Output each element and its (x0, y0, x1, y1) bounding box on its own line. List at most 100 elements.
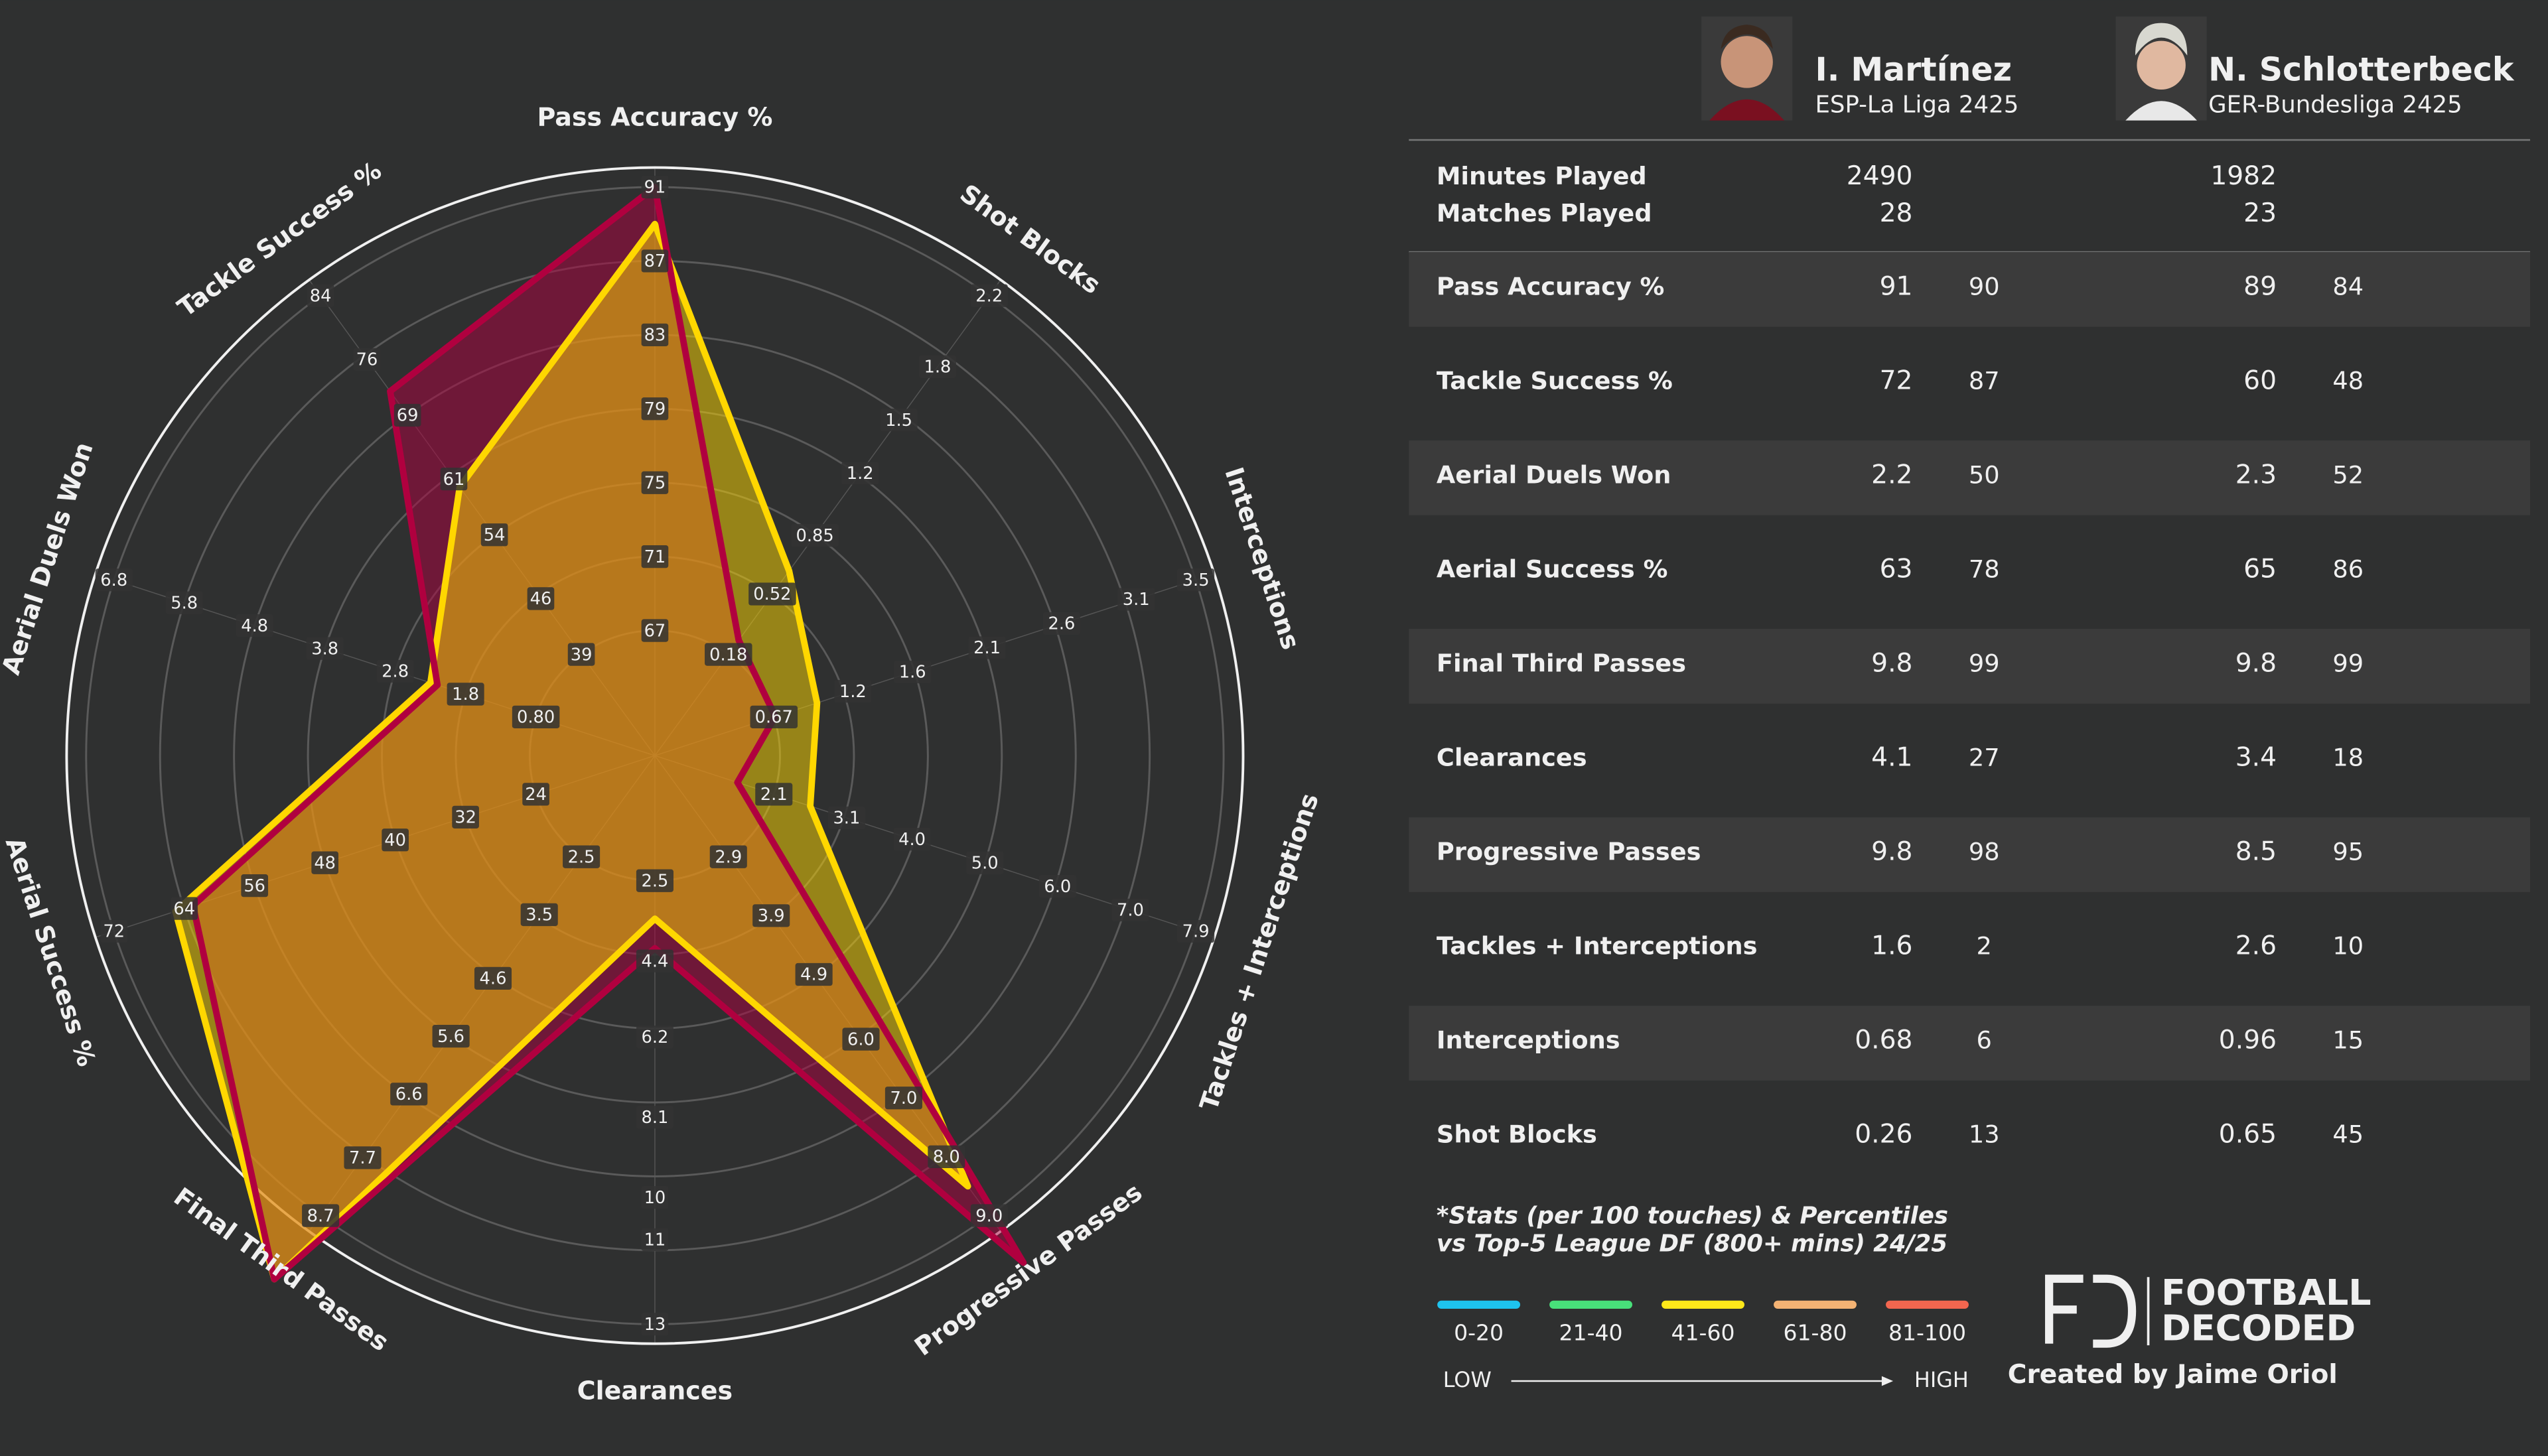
stat-value: 3.4 (2235, 743, 2277, 773)
series-outline (190, 184, 1027, 1283)
percentile: 84 (2332, 272, 2364, 300)
tick-label: 2.8 (382, 662, 409, 682)
tick-label-bg (100, 919, 128, 943)
tick-label: 8.7 (307, 1206, 334, 1226)
tick-label-bg (95, 568, 133, 592)
tick: 4.0 (893, 827, 931, 851)
stat-value: 60 (2243, 365, 2277, 395)
tick-label-bg (636, 1106, 673, 1129)
tick: 8.1 (636, 1106, 673, 1129)
tick-label: 1.8 (452, 685, 479, 704)
tick-label: 2.1 (760, 785, 788, 805)
percentile: 13 (1969, 1120, 2000, 1149)
stat-value: 65 (2243, 554, 2277, 584)
tick-label: 1.5 (885, 411, 912, 430)
percentile: 27 (1969, 744, 2000, 772)
tick-label: 1.8 (924, 358, 951, 377)
player-name: N. Schlotterbeck (2208, 51, 2515, 89)
stat-value: 9.8 (1871, 648, 1912, 678)
tick-label-bg (432, 1024, 470, 1048)
stat-label: Final Third Passes (1437, 649, 1686, 677)
tick-label: 2.2 (975, 286, 1003, 306)
tick-label-bg (382, 828, 409, 852)
tick-label: 6.2 (641, 1027, 668, 1047)
tick-label-bg (344, 1146, 382, 1169)
axis-label: Pass Accuracy % (537, 103, 773, 132)
tick-label-bg (440, 467, 468, 491)
tick: 2.5 (636, 869, 673, 892)
tick-label-bg (885, 1087, 922, 1110)
tick-label: 8.1 (641, 1108, 668, 1128)
series-outline (172, 220, 971, 1283)
stat-label: Clearances (1437, 744, 1587, 772)
tick-label: 76 (356, 350, 378, 370)
tick-label-bg (641, 1228, 669, 1252)
tick: 2.9 (709, 845, 747, 868)
tick-label-bg (641, 619, 669, 642)
tick-label: 56 (244, 876, 265, 896)
tick: 54 (480, 523, 508, 547)
tick: 5.8 (165, 591, 203, 614)
player-photo (2115, 16, 2207, 121)
tick: 46 (527, 587, 555, 610)
stat-label: Tackles + Interceptions (1437, 932, 1758, 960)
logo-mark (2045, 1274, 2150, 1348)
tick: 6.2 (636, 1026, 673, 1049)
info-value: 23 (2243, 198, 2277, 228)
percentile: 15 (2332, 1026, 2364, 1055)
tick-label: 6.0 (847, 1029, 875, 1049)
tick: 0.52 (748, 582, 796, 606)
tick-label-bg (165, 591, 203, 614)
tick: 6.8 (95, 568, 133, 592)
tick-label-bg (636, 949, 673, 972)
tick: 3.1 (1117, 588, 1155, 611)
tick: 64 (171, 897, 198, 920)
tick-label-bg (563, 845, 601, 868)
tick: 0.85 (791, 524, 839, 547)
percentile: 86 (2332, 555, 2364, 583)
tick-label-bg (705, 643, 752, 666)
stat-value: 0.26 (1855, 1120, 1912, 1150)
tick: 6.0 (1038, 875, 1076, 898)
tick-label-bg (480, 523, 508, 547)
stat-value: 2.2 (1871, 460, 1912, 490)
tick: 2.6 (1042, 612, 1080, 635)
stat-label: Progressive Passes (1437, 838, 1701, 866)
stat-value: 2.6 (2235, 931, 2277, 961)
tick-label: 67 (644, 621, 666, 641)
tick-label: 71 (644, 547, 666, 567)
tick: 1.6 (894, 660, 932, 684)
percentile: 99 (2332, 649, 2364, 677)
tick-label-bg (795, 962, 833, 986)
tick: 91 (641, 175, 669, 199)
stat-label: Interceptions (1437, 1026, 1620, 1055)
tick-label: 84 (310, 286, 332, 306)
tick-label: 2.9 (715, 847, 742, 867)
tick: 2.1 (755, 783, 793, 806)
stat-value: 0.65 (2219, 1120, 2277, 1150)
player-league: ESP-La Liga 2425 (1815, 92, 2019, 119)
row-band (1409, 1006, 2531, 1081)
tick-label-bg (970, 284, 1008, 307)
percentile: 18 (2332, 744, 2364, 772)
tick: 1.2 (841, 462, 879, 485)
row-band (1409, 817, 2531, 892)
tick: 10 (641, 1186, 669, 1209)
stat-value: 91 (1880, 271, 1913, 301)
tick-label-bg (966, 851, 1004, 874)
tick-label-bg (452, 805, 479, 828)
tick-label: 6.6 (395, 1085, 423, 1104)
tick: 67 (641, 619, 669, 642)
footnote: vs Top-5 League DF (800+ mins) 24/25 (1437, 1230, 1947, 1257)
tick-label: 48 (314, 853, 336, 873)
tick: 9.0 (970, 1204, 1008, 1227)
tick-label-bg (641, 471, 669, 494)
tick: 1.2 (834, 680, 872, 703)
stat-value: 89 (2243, 271, 2277, 301)
tick: 0.67 (750, 705, 798, 729)
tick: 72 (100, 919, 128, 943)
tick-label: 7.7 (349, 1148, 376, 1168)
tick-label-bg (393, 403, 421, 427)
stat-label: Aerial Duels Won (1437, 460, 1671, 489)
tick-label: 0.80 (517, 708, 555, 728)
